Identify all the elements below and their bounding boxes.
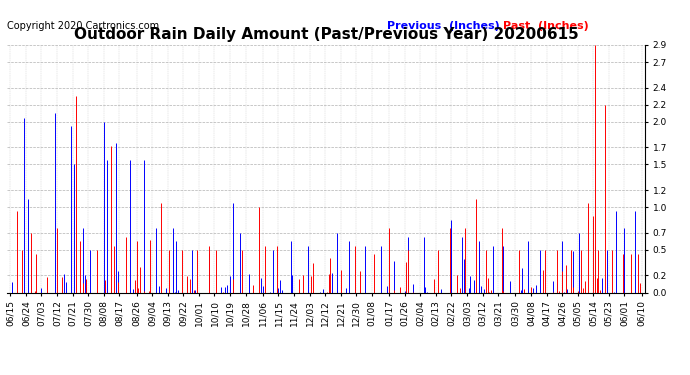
Text: Copyright 2020 Cartronics.com: Copyright 2020 Cartronics.com [7,21,159,32]
Text: Past  (Inches): Past (Inches) [504,21,589,32]
Title: Outdoor Rain Daily Amount (Past/Previous Year) 20200615: Outdoor Rain Daily Amount (Past/Previous… [74,27,578,42]
Text: Previous  (Inches): Previous (Inches) [386,21,500,32]
